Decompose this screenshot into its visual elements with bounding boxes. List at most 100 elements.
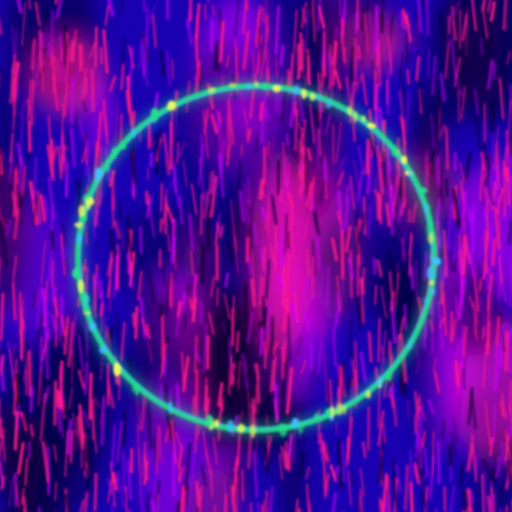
fiber-streak <box>484 399 491 446</box>
fiber-streak <box>490 487 495 512</box>
fiber-streak <box>487 495 492 512</box>
fiber-streak <box>67 419 73 455</box>
fiber-streak <box>153 480 161 504</box>
fiber-streak <box>219 20 225 63</box>
fiber-streak <box>459 161 465 183</box>
fiber-streak <box>225 141 232 167</box>
fiber-streak <box>506 166 510 206</box>
fiber-streak <box>479 173 486 187</box>
fiber-streak <box>158 67 164 83</box>
ring-speckle <box>226 419 235 433</box>
fiber-streak <box>433 357 437 371</box>
ring-speckle <box>432 257 442 266</box>
fiber-streak <box>376 144 384 195</box>
fiber-streak <box>41 60 44 94</box>
fiber-streak <box>462 0 467 13</box>
fiber-streak <box>44 196 49 216</box>
fiber-streak <box>247 390 251 426</box>
fiber-streak <box>41 288 50 340</box>
fiber-streak <box>403 464 410 511</box>
fiber-streak <box>20 487 25 505</box>
fiber-streak <box>212 436 218 466</box>
fiber-streak <box>216 287 219 307</box>
fiber-streak <box>368 134 376 157</box>
fiber-streak <box>457 89 460 123</box>
fiber-streak <box>488 187 495 207</box>
fiber-streak <box>260 206 268 222</box>
fiber-streak <box>372 257 377 275</box>
fiber-streak <box>399 71 407 111</box>
fiber-streak <box>197 142 205 186</box>
fiber-streak <box>298 164 306 196</box>
fiber-streak <box>207 0 210 4</box>
fiber-streak <box>449 311 454 343</box>
fiber-streak <box>126 215 133 262</box>
fiber-streak <box>134 306 139 340</box>
fiber-streak <box>52 75 59 112</box>
fiber-streak <box>62 24 67 68</box>
fiber-streak <box>140 317 149 336</box>
fiber-streak <box>214 221 220 245</box>
fiber-streak <box>499 323 505 369</box>
fiber-streak <box>227 99 231 141</box>
fiber-streak <box>501 285 508 303</box>
fiber-streak <box>9 168 15 191</box>
fiber-streak <box>348 372 352 387</box>
fiber-streak <box>364 13 369 55</box>
fiber-streak <box>360 291 365 324</box>
ring-speckle <box>386 368 391 381</box>
fiber-streak <box>184 442 192 491</box>
fiber-streak <box>53 444 58 463</box>
fiber-streak <box>19 99 26 117</box>
fiber-streak <box>178 466 185 483</box>
fiber-streak <box>114 220 121 240</box>
fiber-streak <box>489 220 492 264</box>
fiber-streak <box>373 70 378 112</box>
fiber-streak <box>130 148 137 185</box>
fiber-streak <box>304 313 310 332</box>
fiber-streak <box>337 171 345 187</box>
fiber-streak <box>337 439 343 489</box>
fiber-streak <box>243 183 250 226</box>
fiber-streak <box>360 5 365 32</box>
fiber-streak <box>266 384 271 428</box>
fiber-streak <box>258 179 264 200</box>
fiber-streak <box>28 180 35 200</box>
fiber-streak <box>371 0 376 26</box>
fiber-streak <box>282 141 287 187</box>
fiber-streak <box>50 229 54 252</box>
fiber-streak <box>219 112 225 156</box>
fiber-streak <box>509 426 512 439</box>
fiber-streak <box>217 382 224 407</box>
ring-speckle <box>130 127 137 139</box>
fiber-streak <box>499 400 505 418</box>
fiber-streak <box>359 467 365 497</box>
fiber-streak <box>430 112 435 148</box>
fiber-streak <box>461 47 467 86</box>
fiber-streak <box>191 296 198 323</box>
fiber-streak <box>265 140 269 167</box>
fiber-streak <box>180 351 186 393</box>
fiber-streak <box>0 427 5 458</box>
fiber-streak <box>0 154 3 179</box>
fiber-streak <box>309 176 316 211</box>
fiber-streak <box>334 69 342 90</box>
fiber-streak <box>39 65 44 82</box>
fiber-streak <box>0 219 8 266</box>
fiber-streak <box>203 377 208 412</box>
fiber-streak <box>100 290 103 334</box>
fiber-streak <box>120 63 125 91</box>
fiber-streak <box>172 235 176 255</box>
fiber-streak <box>468 252 477 280</box>
fiber-streak <box>275 57 278 79</box>
fiber-streak <box>29 78 34 113</box>
fiber-streak <box>9 62 16 104</box>
fiber-streak <box>64 429 69 478</box>
fiber-streak <box>421 467 426 504</box>
fiber-streak <box>442 229 448 279</box>
fiber-streak <box>145 493 151 512</box>
fiber-streak <box>281 355 289 399</box>
fiber-streak <box>116 420 123 463</box>
fiber-streak <box>399 11 404 28</box>
fiber-streak <box>315 228 321 271</box>
